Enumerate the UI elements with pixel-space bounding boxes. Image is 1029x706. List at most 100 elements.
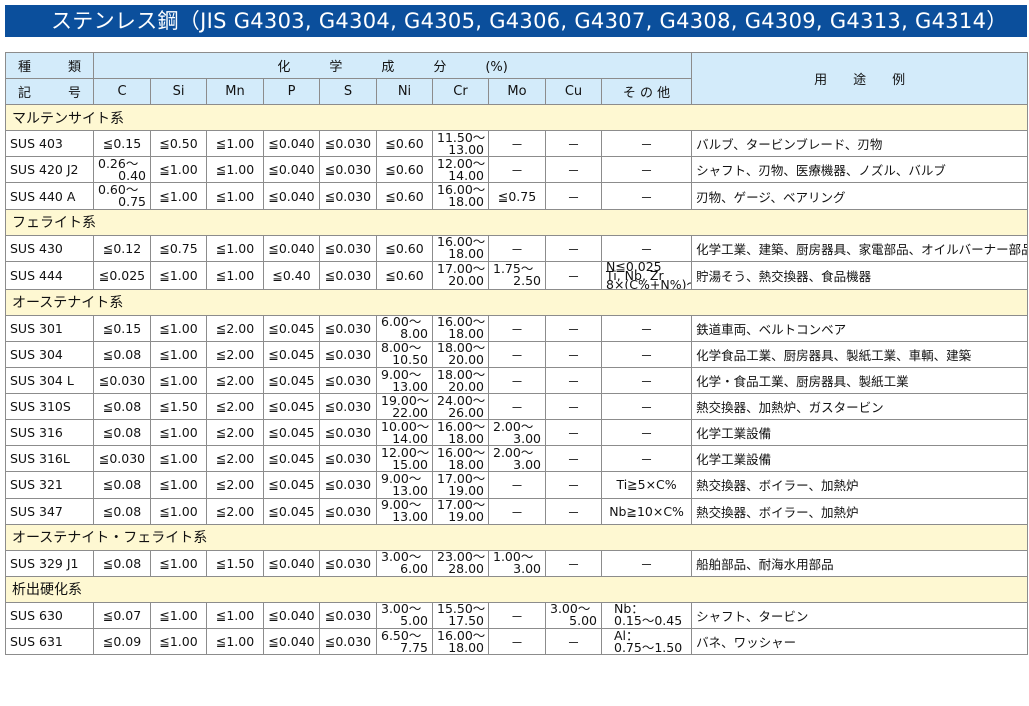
composition-cell: － bbox=[488, 130, 546, 158]
composition-cell: 9.00～ 13.00 bbox=[376, 497, 433, 525]
composition-cell: ≦2.00 bbox=[206, 314, 264, 342]
composition-cell: ≦0.030 bbox=[319, 497, 377, 525]
composition-cell: － bbox=[488, 601, 546, 629]
range-max: 0.75 bbox=[118, 194, 146, 210]
grade-cell: SUS 420 J2 bbox=[5, 156, 94, 184]
composition-cell: － bbox=[545, 260, 602, 290]
composition-cell: ≦0.030 bbox=[319, 340, 377, 369]
composition-cell: － bbox=[545, 627, 602, 656]
composition-cell: ≦0.045 bbox=[263, 367, 320, 395]
range-min: 18.00～ bbox=[437, 367, 486, 382]
composition-cell: 16.00～ 18.00 bbox=[432, 419, 489, 447]
composition-cell: ≦0.08 bbox=[93, 549, 151, 577]
composition-cell: ≦1.00 bbox=[150, 367, 207, 395]
composition-cell: ≦0.030 bbox=[319, 471, 377, 499]
composition-cell: 16.00～ 18.00 bbox=[432, 234, 489, 262]
composition-cell: － bbox=[545, 156, 602, 184]
table-row: SUS 347 ≦0.08 ≦1.00 ≦2.00 ≦0.045 ≦0.030 9.00～ 1… bbox=[5, 497, 1029, 525]
composition-cell: ≦1.00 bbox=[206, 234, 264, 262]
range-min: 12.00～ bbox=[437, 156, 486, 171]
range-max: 0.40 bbox=[118, 167, 146, 183]
chem-header: 化 学 成 分 (%) bbox=[92, 51, 693, 80]
composition-cell: ≦0.030 bbox=[319, 130, 377, 158]
section-row: オーステナイト系 bbox=[4, 288, 1029, 316]
composition-cell: － bbox=[488, 314, 546, 342]
composition-cell: ≦1.00 bbox=[206, 601, 264, 629]
composition-cell: ≦1.50 bbox=[150, 393, 207, 421]
composition-cell: － bbox=[545, 445, 602, 473]
grade-cell: SUS 430 bbox=[5, 234, 94, 262]
composition-cell: ≦1.00 bbox=[206, 182, 264, 210]
composition-cell: ≦0.040 bbox=[263, 182, 320, 210]
other-note: 0.15～0.45 bbox=[614, 613, 683, 629]
table-row: SUS 304 ≦0.08 ≦1.00 ≦2.00 ≦0.045 ≦0.030 8.00～ 1… bbox=[5, 340, 1029, 369]
composition-cell: 9.00～ 13.00 bbox=[376, 367, 433, 395]
range-min: 16.00～ bbox=[437, 628, 486, 643]
composition-cell: ≦0.030 bbox=[319, 260, 377, 290]
range-max: 13.00 bbox=[392, 509, 428, 525]
composition-cell: － bbox=[600, 130, 693, 158]
composition-cell: ≦1.00 bbox=[150, 549, 207, 577]
composition-cell: ≦0.030 bbox=[93, 445, 151, 473]
grade-header: 記号 bbox=[5, 78, 94, 106]
range-max: 13.00 bbox=[392, 482, 428, 498]
range-max: 14.00 bbox=[392, 430, 428, 446]
range-min: 15.50～ bbox=[437, 602, 486, 617]
composition-cell: ≦1.00 bbox=[150, 260, 207, 290]
composition-cell: ≦1.00 bbox=[206, 260, 264, 290]
composition-cell: 19.00～ 22.00 bbox=[376, 393, 433, 421]
composition-cell: － bbox=[488, 340, 546, 369]
composition-cell: ≦1.00 bbox=[150, 156, 207, 184]
range-max: 6.00 bbox=[400, 561, 428, 577]
range-min: 2.00～ bbox=[493, 419, 534, 434]
range-min: 0.60～ bbox=[98, 182, 139, 198]
composition-cell: ≦0.030 bbox=[319, 182, 377, 210]
composition-cell: 3.00～ 5.00 bbox=[376, 601, 433, 629]
composition-cell: － bbox=[600, 367, 693, 395]
composition-cell: 6.50～ 7.75 bbox=[376, 627, 433, 656]
range-min: 16.00～ bbox=[437, 235, 486, 250]
composition-cell: ≦0.045 bbox=[263, 419, 320, 447]
grade-cell: SUS 310S bbox=[5, 393, 94, 421]
composition-cell: 16.00～ 18.00 bbox=[432, 445, 489, 473]
range-min: 12.00～ bbox=[381, 445, 430, 460]
stainless-steel-table: 種類 化 学 成 分 (%) 用 途 例 記号 C Si Mn P S Ni Cr Mo Cu そ… bbox=[4, 51, 1029, 656]
composition-cell: ≦1.00 bbox=[150, 445, 207, 473]
range-min: 16.00～ bbox=[437, 182, 486, 198]
composition-cell: － bbox=[545, 497, 602, 525]
use-cell: 熱交換器、ボイラー、加熱炉 bbox=[691, 497, 1029, 525]
range-max: 5.00 bbox=[400, 613, 428, 629]
composition-cell: ≦0.030 bbox=[319, 393, 377, 421]
composition-cell: 17.00～ 20.00 bbox=[432, 260, 489, 290]
range-max: 20.00 bbox=[448, 273, 484, 289]
grade-cell: SUS 304 bbox=[5, 340, 94, 369]
range-max: 22.00 bbox=[392, 404, 428, 420]
grade-cell: SUS 440 A bbox=[5, 182, 94, 210]
column-header-3: Mn bbox=[206, 78, 264, 106]
composition-cell: ≦2.00 bbox=[206, 471, 264, 499]
composition-cell: 12.00～ 14.00 bbox=[432, 156, 489, 184]
column-header-5: S bbox=[319, 78, 377, 106]
range-min: 2.00～ bbox=[493, 445, 534, 460]
composition-cell: － bbox=[545, 419, 602, 447]
table-row: SUS 440 A 0.60～ 0.75 ≦1.00 ≦1.00 ≦0.040 ≦0.030… bbox=[5, 182, 1029, 210]
range-max: 18.00 bbox=[448, 194, 484, 210]
section-row: マルテンサイト系 bbox=[4, 104, 1029, 132]
grade-cell: SUS 630 bbox=[5, 601, 94, 629]
composition-cell: ≦0.040 bbox=[263, 601, 320, 629]
composition-cell: 11.50～ 13.00 bbox=[432, 130, 489, 158]
range-max: 19.00 bbox=[448, 509, 484, 525]
composition-cell: － bbox=[600, 314, 693, 342]
use-cell: 船舶部品、耐海水用部品 bbox=[691, 549, 1029, 577]
composition-cell: ≦0.08 bbox=[93, 393, 151, 421]
column-header-2: Si bbox=[150, 78, 207, 106]
header-text: 記 bbox=[18, 86, 32, 102]
header-text: 種 bbox=[18, 60, 32, 76]
range-min: 11.50～ bbox=[437, 130, 486, 145]
range-max: 18.00 bbox=[448, 430, 484, 446]
composition-cell: － bbox=[488, 234, 546, 262]
range-max: 7.75 bbox=[400, 639, 428, 655]
range-min: 10.00～ bbox=[381, 419, 430, 434]
table-row: SUS 301 ≦0.15 ≦1.00 ≦2.00 ≦0.045 ≦0.030 6.00～ 8… bbox=[5, 314, 1029, 342]
grade-cell: SUS 321 bbox=[5, 471, 94, 499]
